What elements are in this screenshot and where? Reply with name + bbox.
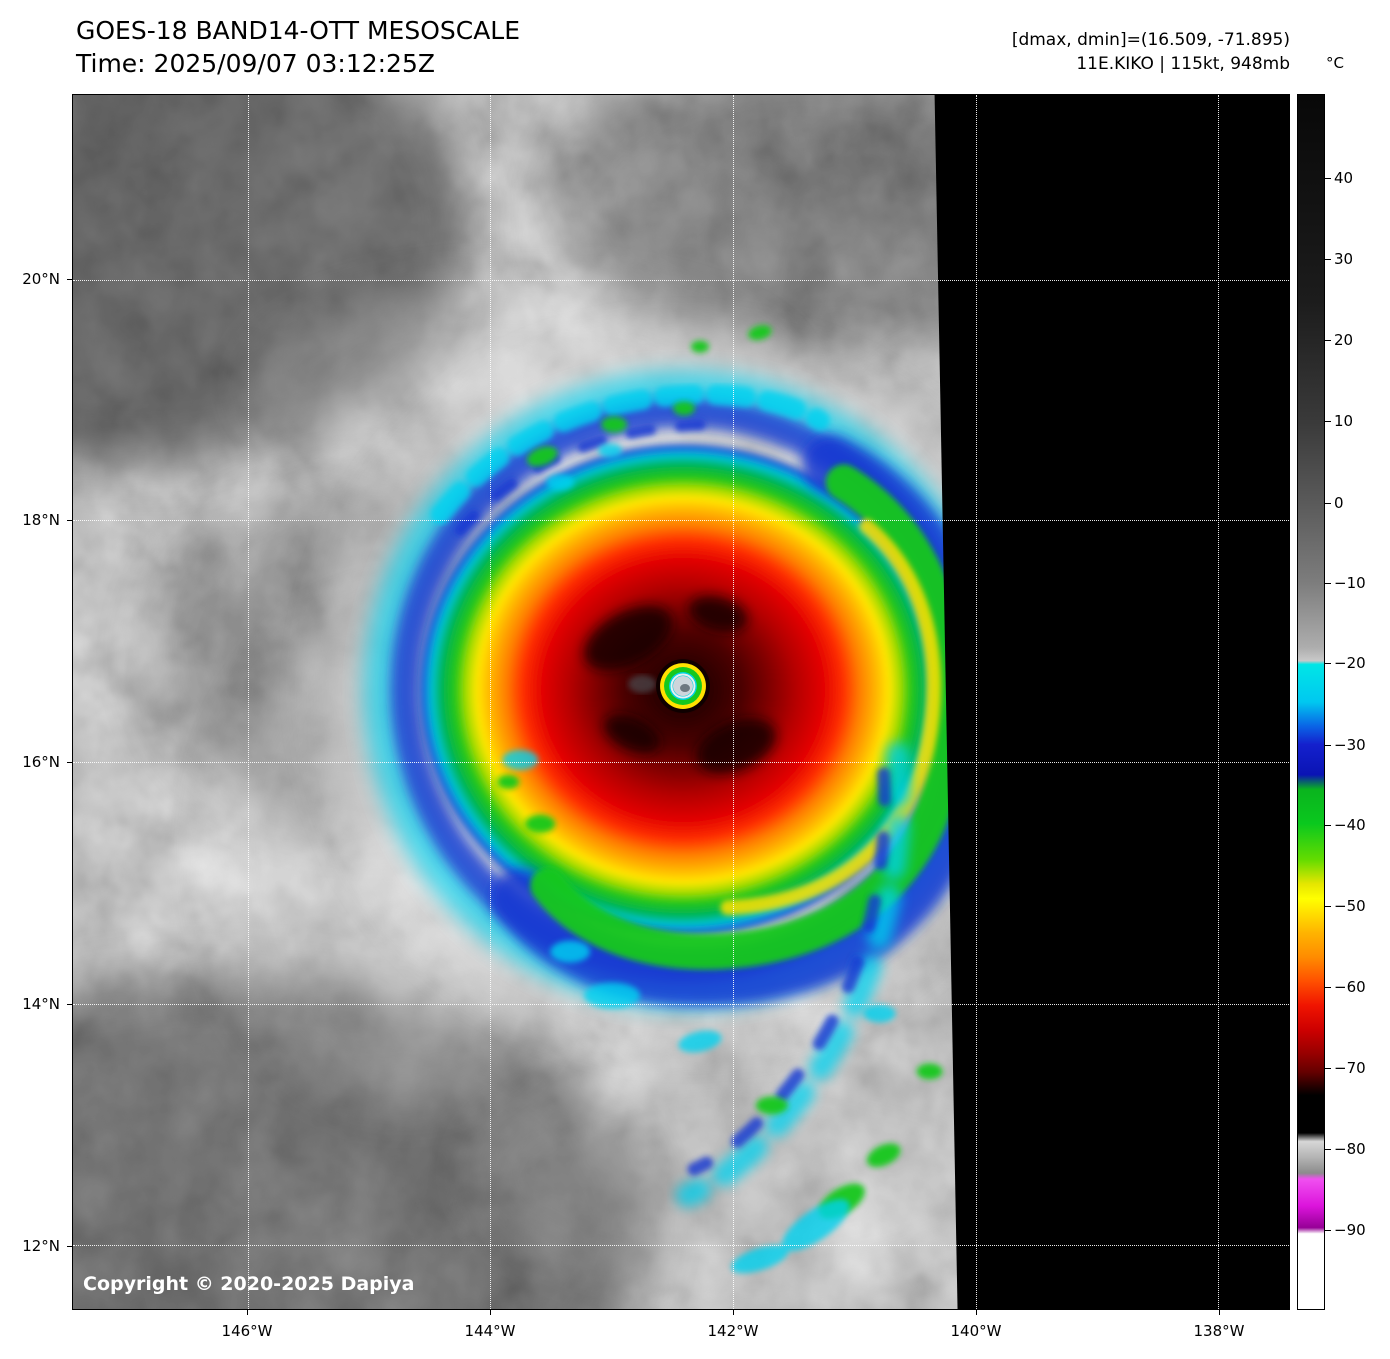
storm-readout: 11E.KIKO | 115kt, 948mb — [1076, 54, 1290, 74]
no-data-region — [934, 95, 1289, 1309]
colorbar-tick-label: −40 — [1334, 815, 1366, 834]
gridline-lon — [975, 95, 977, 1309]
gridline-lat — [73, 761, 1289, 763]
gridline-lat — [73, 279, 1289, 281]
colorbar-tick-label: −80 — [1334, 1140, 1366, 1159]
colorbar-tick — [1325, 177, 1331, 179]
colorbar-tick — [1325, 339, 1331, 341]
gridline-lon — [1218, 95, 1220, 1309]
colorbar-tick-label: −90 — [1334, 1220, 1366, 1239]
colorbar-tick — [1325, 986, 1331, 988]
colorbar-tick — [1325, 663, 1331, 665]
colorbar-tick-label: 40 — [1334, 168, 1354, 187]
colorbar-tick — [1325, 824, 1331, 826]
header-right: [dmax, dmin]=(16.509, -71.895) 11E.KIKO … — [1012, 28, 1290, 76]
cold-cloud-blotches — [584, 596, 776, 774]
map-area: Copyright © 2020-2025 Dapiya — [72, 94, 1290, 1310]
lon-tick-label: 142°W — [707, 1322, 759, 1340]
colorbar-tick-label: 20 — [1334, 330, 1354, 349]
colorbar-tick-label: 0 — [1334, 493, 1344, 512]
colorbar-tick — [1325, 502, 1331, 504]
lon-tick-label: 146°W — [221, 1322, 273, 1340]
range-readout: [dmax, dmin]=(16.509, -71.895) — [1011, 30, 1290, 50]
x-axis-tick — [733, 1310, 734, 1315]
colorbar-tick — [1325, 1229, 1331, 1231]
colorbar — [1297, 94, 1325, 1310]
gridline-lat — [73, 1003, 1289, 1005]
lat-tick-label: 12°N — [22, 1237, 60, 1256]
colorbar-tick-label: 30 — [1334, 250, 1354, 269]
colorbar-tick — [1325, 906, 1331, 908]
gridline-lat — [73, 1245, 1289, 1247]
y-axis-tick — [67, 761, 72, 763]
colorbar-tick-label: −20 — [1334, 654, 1366, 673]
gridline-lat — [73, 520, 1289, 522]
x-axis-tick — [247, 1310, 249, 1315]
gridline-lon — [247, 95, 249, 1309]
y-axis-tick — [67, 1246, 72, 1248]
colorbar-tick — [1325, 1068, 1331, 1070]
colorbar-tick-label: −70 — [1334, 1059, 1366, 1078]
lat-tick-label: 14°N — [22, 995, 60, 1014]
colorbar-tick-label: −10 — [1334, 573, 1366, 592]
colorbar-tick-label: 10 — [1334, 412, 1354, 431]
x-axis-tick — [490, 1310, 492, 1315]
colorbar-tick — [1325, 259, 1331, 261]
timestamp: Time: 2025/09/07 03:12:25Z — [76, 49, 435, 78]
hurricane-eye — [656, 659, 710, 713]
colorbar-unit-label: °C — [1326, 54, 1344, 72]
gridline-lon — [490, 95, 492, 1309]
colorbar-tick-label: −30 — [1334, 735, 1366, 754]
colorbar-tick — [1325, 744, 1331, 746]
lat-tick-label: 18°N — [22, 510, 60, 529]
lat-tick-label: 16°N — [22, 752, 60, 771]
colorbar-tick-label: −50 — [1334, 897, 1366, 916]
copyright: Copyright © 2020-2025 Dapiya — [83, 1273, 415, 1295]
lon-tick-label: 138°W — [1193, 1322, 1245, 1340]
colorbar-tick-label: −60 — [1334, 977, 1366, 996]
lon-tick-label: 144°W — [464, 1322, 516, 1340]
lat-tick-label: 20°N — [22, 269, 60, 288]
x-axis-tick — [975, 1310, 977, 1315]
colorbar-tick — [1325, 421, 1331, 423]
y-axis-tick — [67, 1004, 72, 1006]
y-axis-tick — [67, 519, 72, 521]
page-title: GOES-18 BAND14-OTT MESOSCALE — [76, 16, 521, 45]
spiral-bands — [430, 384, 996, 1208]
colorbar-tick — [1325, 1149, 1331, 1151]
colorbar-tick — [1325, 582, 1331, 584]
convective-cells-cyan — [502, 443, 896, 1274]
lon-tick-label: 140°W — [950, 1322, 1002, 1340]
gridline-lon — [732, 95, 734, 1309]
satellite-image — [73, 95, 1289, 1309]
y-axis-tick — [67, 278, 72, 280]
x-axis-tick — [1218, 1310, 1220, 1315]
